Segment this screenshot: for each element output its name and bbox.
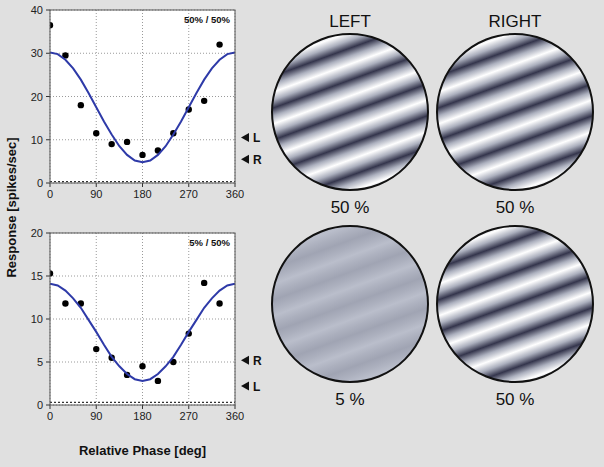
- stimuli: LEFT RIGHT 50 % 50 % 5 % 50 %: [272, 12, 593, 409]
- grating: [272, 226, 428, 382]
- tick: [96, 405, 97, 409]
- monocular-marker: [241, 356, 249, 365]
- tick: [50, 183, 51, 187]
- tick-label: 90: [90, 410, 102, 422]
- column-header: RIGHT: [489, 12, 542, 31]
- tick-label: 10: [31, 313, 43, 325]
- tick: [188, 405, 189, 409]
- background: [0, 0, 604, 467]
- data-layer: [50, 270, 235, 402]
- tick: [46, 96, 50, 97]
- tick: [46, 276, 50, 277]
- grid-line: [142, 233, 143, 405]
- tick-label: 5: [37, 356, 43, 368]
- data-point: [139, 363, 145, 369]
- tick: [235, 405, 236, 409]
- data-point: [93, 130, 99, 136]
- tick: [46, 10, 50, 11]
- tick: [46, 405, 50, 406]
- data-point: [201, 280, 207, 286]
- tick-label: 0: [47, 188, 53, 200]
- tick-label: 20: [31, 227, 43, 239]
- tick-label: 15: [31, 270, 43, 282]
- column-header: LEFT: [329, 12, 371, 31]
- tick: [235, 183, 236, 187]
- tick-label: 0: [47, 410, 53, 422]
- grid-line: [50, 139, 235, 140]
- monocular-marker: [241, 382, 249, 391]
- data-point: [155, 378, 161, 384]
- data-point: [78, 102, 84, 108]
- tick-label: 20: [31, 91, 43, 103]
- x-axis-label: Relative Phase [deg]: [79, 443, 206, 458]
- tick-label: 90: [90, 188, 102, 200]
- monocular-marker: [241, 155, 249, 164]
- chart: 0 90 180 270 360 0 10 20 30 40 50% / 50% LR: [31, 4, 262, 200]
- tick: [46, 362, 50, 363]
- plot-area: [50, 10, 235, 183]
- data-layer: [50, 22, 235, 182]
- tick: [188, 183, 189, 187]
- data-point: [139, 152, 145, 158]
- frame: [50, 10, 235, 183]
- tick-label: 180: [133, 410, 151, 422]
- grid-line: [50, 362, 235, 363]
- data-point: [108, 141, 114, 147]
- marker-label: R: [253, 354, 262, 368]
- plot-area: [50, 233, 235, 405]
- tick-label: 180: [133, 188, 151, 200]
- tick: [96, 183, 97, 187]
- contrast-label: 5 %: [335, 390, 364, 409]
- chart: 090180270360051015205% / 50%RLRelative P…: [4, 137, 262, 458]
- tick-label: 0: [37, 177, 43, 189]
- marker-label: L: [253, 131, 260, 145]
- grid-line: [50, 319, 235, 320]
- baseline: [50, 181, 235, 182]
- tick: [50, 405, 51, 409]
- tick-label: 270: [180, 410, 198, 422]
- tick-label: 40: [31, 4, 43, 16]
- grating: [437, 226, 593, 382]
- tick-label: 360: [226, 410, 244, 422]
- fit-line: [50, 52, 235, 162]
- contrast-label: 50 %: [496, 198, 535, 217]
- monocular-marker: [241, 133, 249, 142]
- annotation: 5% / 50%: [189, 237, 230, 248]
- tick: [46, 183, 50, 184]
- tick: [46, 139, 50, 140]
- grid-line: [50, 276, 235, 277]
- baseline: [50, 402, 235, 403]
- contrast-label: 50 %: [331, 198, 370, 217]
- grid-line: [50, 96, 235, 97]
- fit-line: [50, 284, 235, 381]
- grid-line: [50, 53, 235, 54]
- annotation: 50% / 50%: [184, 14, 230, 25]
- tick: [46, 233, 50, 234]
- tick-label: 360: [226, 188, 244, 200]
- grating: [437, 34, 593, 190]
- tick: [142, 183, 143, 187]
- grating: [272, 34, 428, 190]
- y-axis-label: Response [spikes/sec]: [4, 137, 19, 277]
- data-point: [62, 300, 68, 306]
- data-point: [201, 98, 207, 104]
- marker-label: R: [253, 153, 262, 167]
- marker-label: L: [253, 380, 260, 394]
- frame: [50, 233, 235, 405]
- data-point: [216, 41, 222, 47]
- figure: 09018027036001020304050% / 50%LR09018027…: [0, 0, 604, 467]
- tick-label: 10: [31, 134, 43, 146]
- data-point: [216, 300, 222, 306]
- data-point: [124, 139, 130, 145]
- tick: [46, 319, 50, 320]
- data-point: [93, 346, 99, 352]
- tick: [142, 405, 143, 409]
- tick: [46, 53, 50, 54]
- tick-label: 30: [31, 47, 43, 59]
- tick-label: 270: [180, 188, 198, 200]
- contrast-label: 50 %: [496, 390, 535, 409]
- tick-label: 0: [37, 399, 43, 411]
